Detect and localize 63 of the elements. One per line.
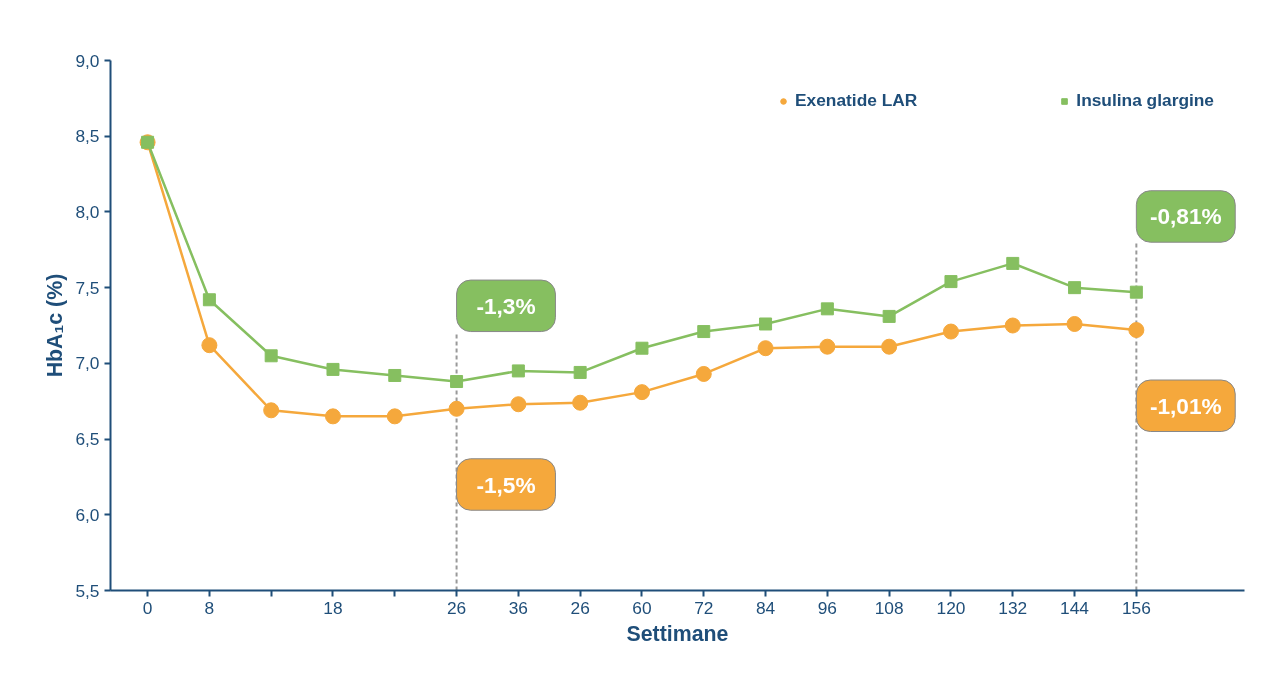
- x-tick-label: 36: [508, 597, 529, 618]
- point: [819, 338, 836, 355]
- x-tick-label: 72: [694, 597, 714, 618]
- annotation: -0,81%: [1149, 203, 1222, 230]
- point: [820, 302, 834, 316]
- x-tick-label: 96: [817, 597, 838, 618]
- y-axis-title: HbA₁c (%): [43, 273, 68, 378]
- point: [1068, 281, 1082, 295]
- point: [944, 275, 958, 289]
- legend-label: Exenatide LAR: [795, 90, 918, 111]
- point: [326, 362, 340, 376]
- x-tick-label: 120: [936, 597, 966, 618]
- y-tick-label: 7,0: [75, 353, 100, 374]
- y-tick-label: 6,0: [75, 504, 100, 525]
- point: [759, 317, 773, 331]
- point: [450, 375, 464, 389]
- x-tick-label: 156: [1121, 597, 1151, 618]
- point: [324, 408, 341, 425]
- x-tick-label: 144: [1060, 597, 1090, 618]
- point: [1006, 256, 1020, 270]
- y-tick-label: 6,5: [75, 429, 100, 450]
- point: [1129, 285, 1143, 299]
- point: [942, 323, 959, 340]
- y-tick-label: 7,5: [75, 277, 100, 298]
- y-tick-label: 5,5: [75, 580, 100, 601]
- y-tick-label: 8,5: [75, 126, 100, 147]
- point: [635, 341, 649, 355]
- point: [757, 340, 774, 357]
- annotation: -1,5%: [476, 471, 536, 498]
- point: [633, 384, 650, 401]
- x-tick-label: 18: [323, 597, 343, 618]
- point: [881, 338, 898, 355]
- point: [573, 365, 587, 379]
- x-tick-label: 0: [142, 597, 153, 618]
- point: [1066, 316, 1083, 332]
- point: [1128, 322, 1145, 339]
- annotation: -1,01%: [1149, 392, 1222, 419]
- x-tick-label: 26: [570, 597, 590, 618]
- point: [386, 408, 403, 425]
- point: [882, 309, 896, 323]
- x-tick-label: 8: [204, 597, 215, 618]
- point: [448, 400, 465, 417]
- point: [263, 402, 280, 419]
- point: [202, 293, 216, 307]
- point: [388, 368, 402, 382]
- point: [697, 325, 711, 339]
- point: [695, 365, 712, 382]
- x-tick-label: 84: [755, 597, 776, 618]
- point: [572, 394, 589, 411]
- point: [511, 364, 525, 378]
- y-tick-label: 9,0: [75, 50, 100, 71]
- x-tick-label: 26: [446, 597, 467, 618]
- point: [264, 349, 278, 363]
- x-axis-title: Settimane: [626, 621, 729, 646]
- x-tick-label: 108: [874, 597, 904, 618]
- point: [201, 337, 218, 354]
- x-tick-label: 60: [632, 597, 652, 618]
- x-tick-label: 132: [998, 597, 1028, 618]
- y-tick-label: 8,0: [75, 201, 100, 222]
- point: [1004, 317, 1021, 334]
- point: [510, 396, 527, 413]
- annotation: -1,3%: [476, 292, 536, 319]
- legend-label: Insulina glargine: [1076, 90, 1214, 111]
